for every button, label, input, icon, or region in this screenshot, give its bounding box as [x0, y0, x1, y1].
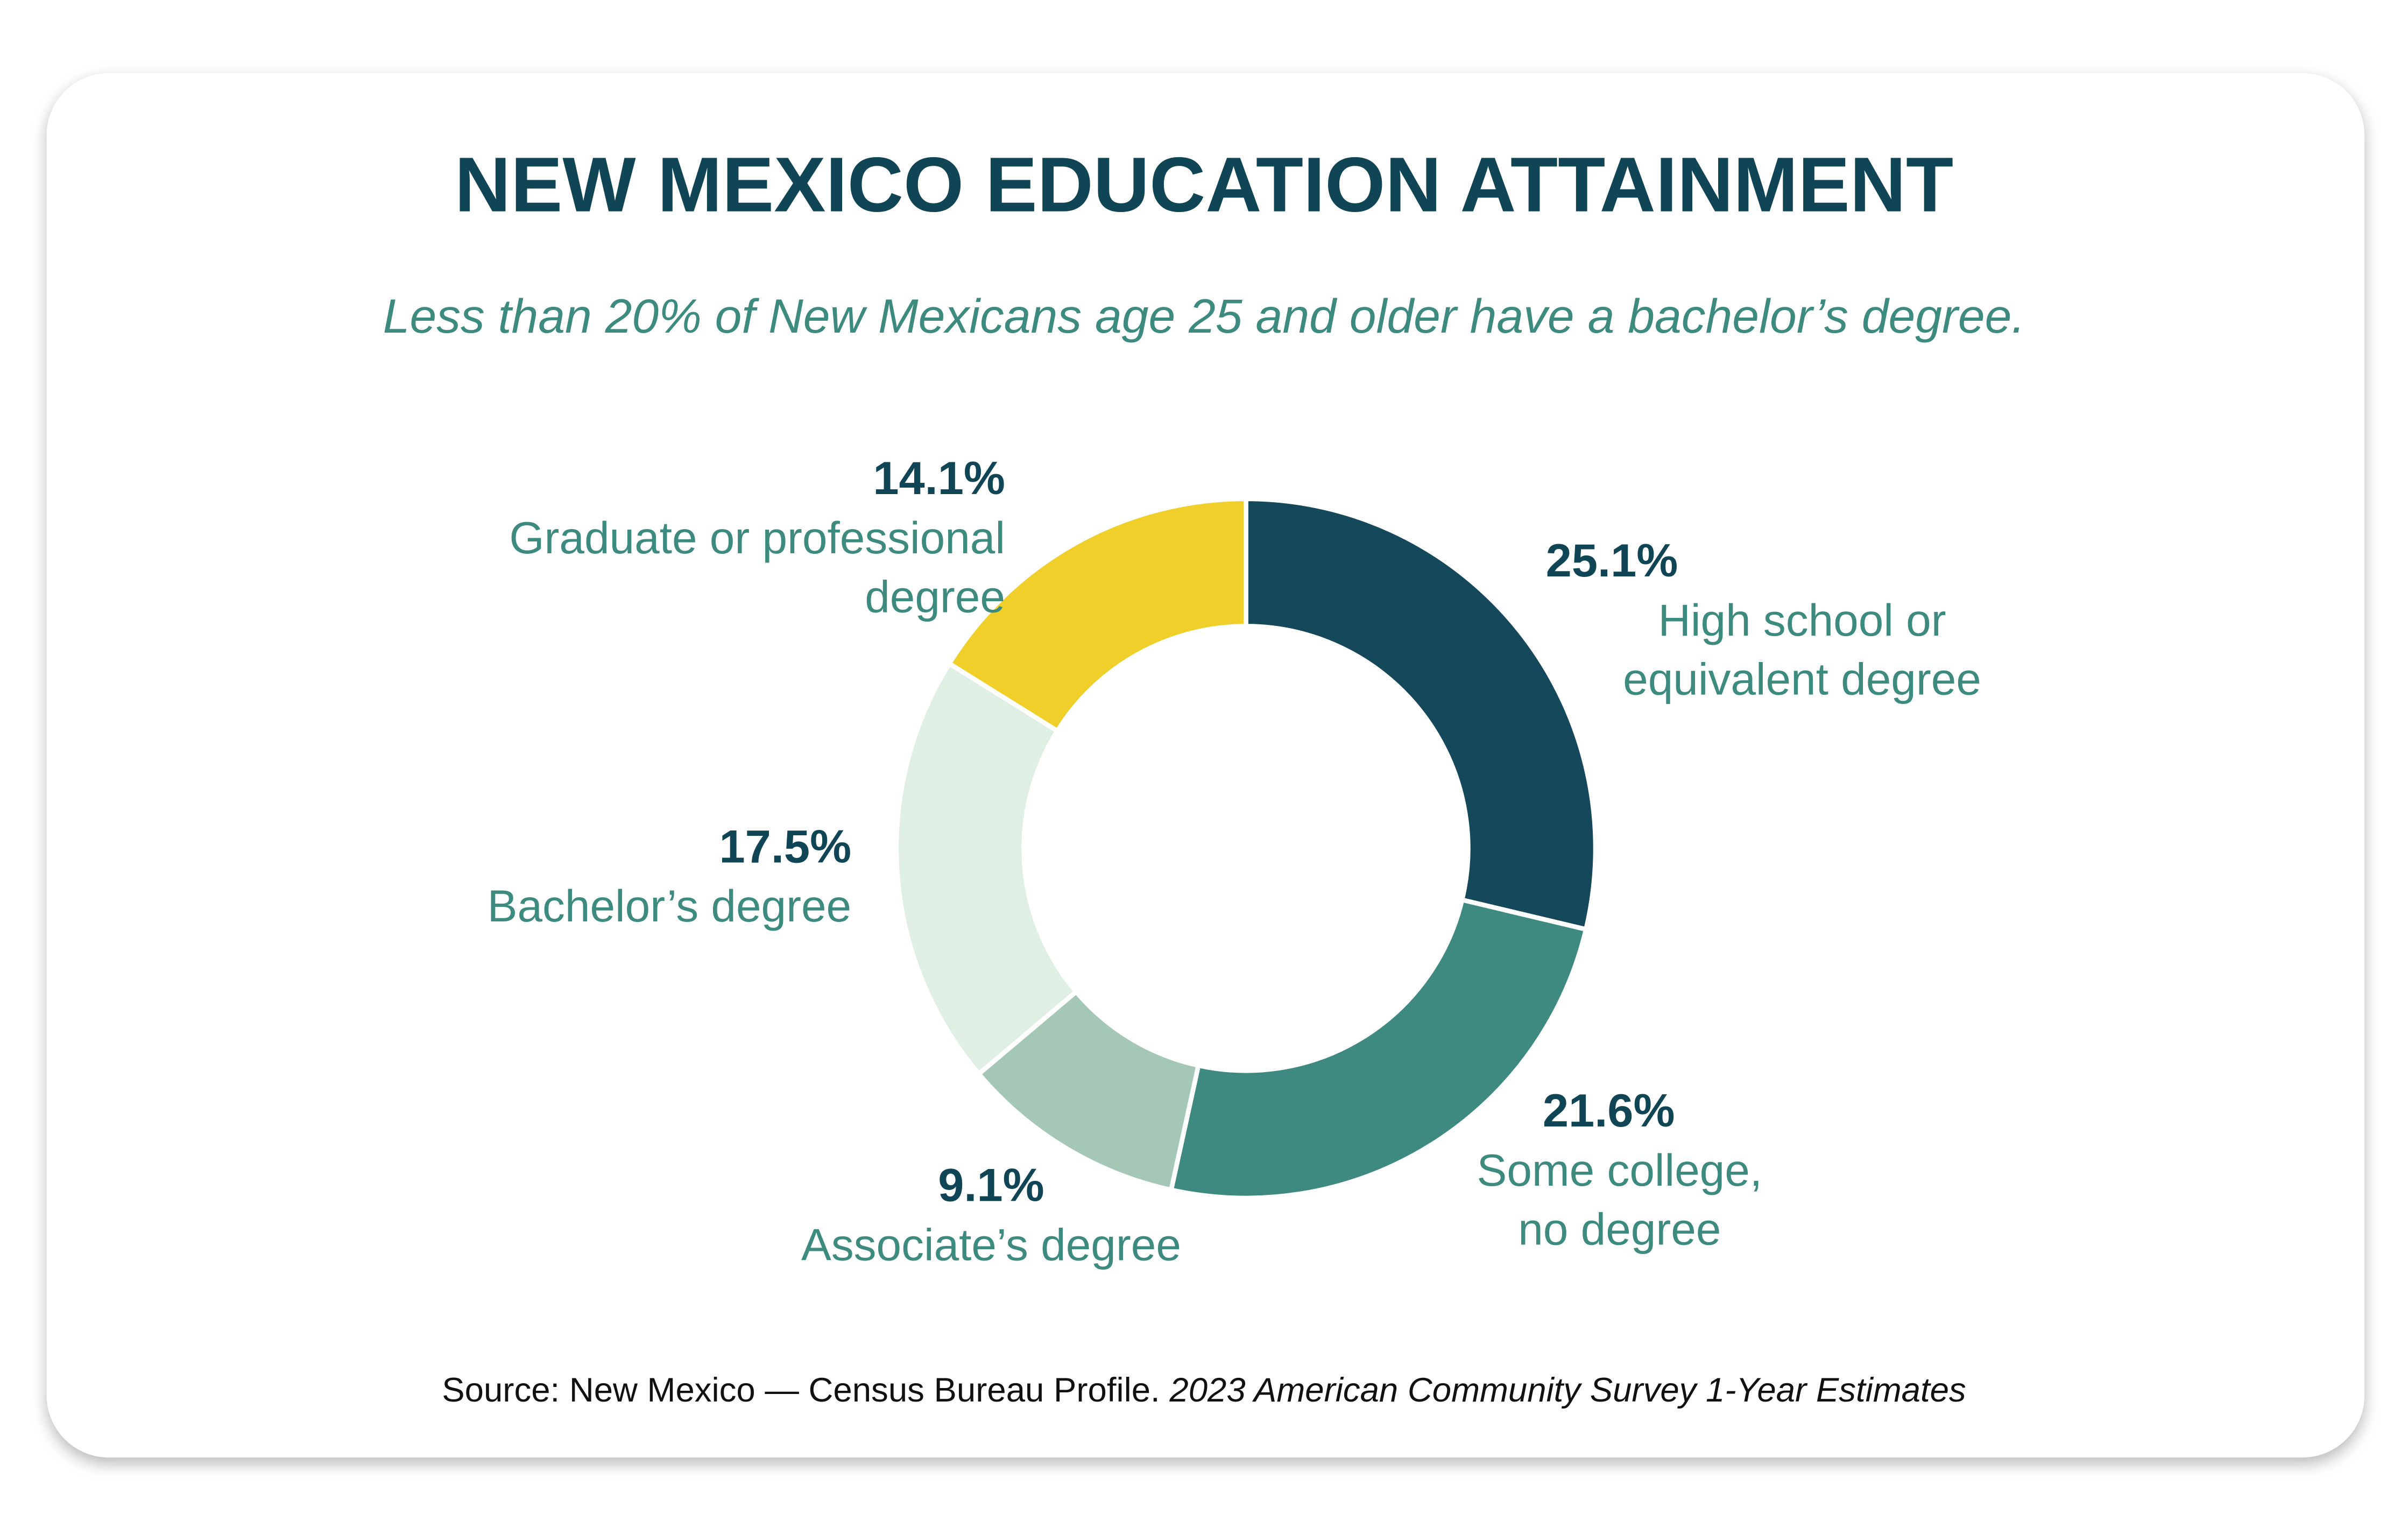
donut-slice	[1168, 897, 1589, 1201]
value-label: 21.6%	[1542, 1086, 1675, 1138]
slice-label: 14.1% Graduate or professional degree	[446, 450, 1005, 628]
slice-label: 9.1% Associate’s degree	[711, 1158, 1270, 1276]
card	[46, 73, 2365, 1458]
source-text: Source: New Mexico — Census Bureau Profi…	[442, 1370, 1160, 1410]
category-label: Associate’s degree	[801, 1221, 1181, 1271]
value-label: 14.1%	[873, 454, 1005, 505]
category-label: Graduate or professional degree	[509, 514, 1005, 623]
donut-slice	[894, 660, 1080, 1078]
value-label: 25.1%	[1545, 536, 1678, 588]
slice-label: 21.6% Some college, no degree	[1477, 1083, 2040, 1260]
slice-label: 17.5% Bachelor’s degree	[292, 819, 851, 937]
category-label: High school or equivalent degree	[1623, 596, 1981, 706]
donut-slice	[1244, 496, 1598, 932]
category-label: Some college, no degree	[1477, 1146, 1763, 1256]
value-label: 17.5%	[719, 822, 852, 874]
chart-title: NEW MEXICO EDUCATION ATTAINMENT	[454, 141, 1954, 229]
slice-label: 25.1% High school or equivalent degree	[1546, 533, 2043, 710]
donut-slice	[975, 988, 1202, 1193]
donut-slice	[946, 496, 1248, 735]
source-note: 2023 American Community Survey 1-Year Es…	[1169, 1370, 1966, 1410]
value-label: 9.1%	[938, 1160, 1044, 1212]
chart-subtitle: Less than 20% of New Mexicans age 25 and…	[383, 289, 2025, 344]
category-label: Bachelor’s degree	[487, 882, 852, 933]
source: Source: New Mexico — Census Bureau Profi…	[0, 1370, 2408, 1411]
